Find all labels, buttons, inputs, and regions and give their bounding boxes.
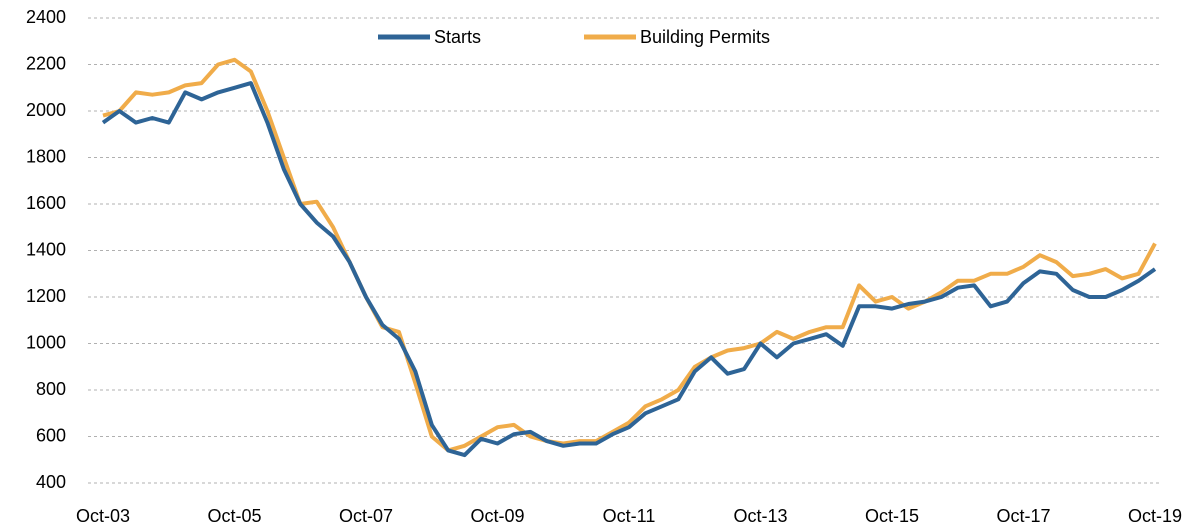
x-tick-label: Oct-17	[996, 506, 1050, 526]
x-tick-label: Oct-03	[76, 506, 130, 526]
y-tick-label: 1200	[26, 286, 66, 306]
x-tick-label: Oct-07	[339, 506, 393, 526]
y-tick-label: 1600	[26, 193, 66, 213]
y-tick-label: 1000	[26, 332, 66, 352]
series-line	[101, 81, 1157, 458]
y-tick-label: 800	[36, 379, 66, 399]
x-tick-label: Oct-13	[733, 506, 787, 526]
x-tick-label: Oct-05	[207, 506, 261, 526]
y-tick-label: 2000	[26, 100, 66, 120]
y-tick-label: 1800	[26, 146, 66, 166]
x-tick-label: Oct-11	[603, 506, 656, 526]
y-tick-label: 2400	[26, 7, 66, 27]
x-tick-label: Oct-15	[865, 506, 919, 526]
legend-label: Building Permits	[640, 27, 770, 47]
y-tick-label: 2200	[26, 53, 66, 73]
legend-label: Starts	[434, 27, 481, 47]
x-tick-label: Oct-19	[1128, 506, 1182, 526]
series-line	[102, 57, 1157, 453]
y-tick-label: 1400	[26, 239, 66, 259]
x-tick-label: Oct-09	[470, 506, 524, 526]
y-tick-label: 600	[36, 425, 66, 445]
y-tick-label: 400	[36, 472, 66, 492]
